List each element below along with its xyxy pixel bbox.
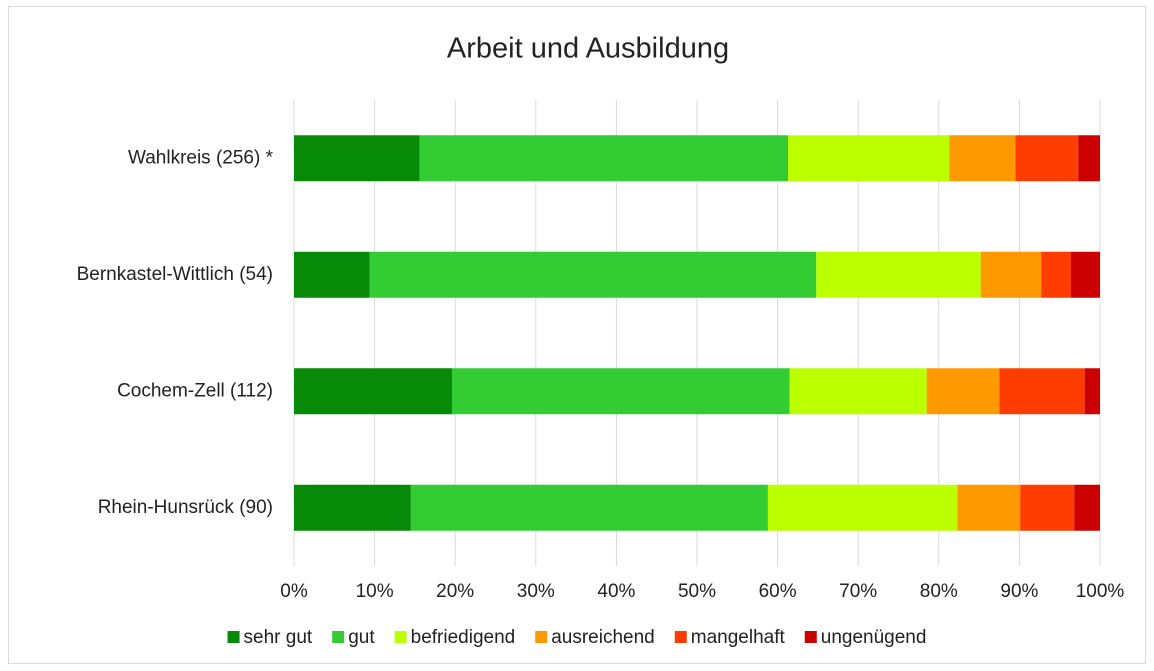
y-tick-label: Wahlkreis (256) * xyxy=(128,147,274,168)
chart-title: Arbeit und Ausbildung xyxy=(447,33,729,65)
bar-segment xyxy=(294,251,370,298)
y-tick-label: Bernkastel-Wittlich (54) xyxy=(77,264,273,285)
bar-segment xyxy=(1015,135,1079,182)
x-tick-label: 0% xyxy=(280,581,308,602)
x-tick-label: 50% xyxy=(678,581,716,602)
x-tick-label: 60% xyxy=(759,581,797,602)
legend-swatch xyxy=(674,631,687,643)
x-tick-label: 10% xyxy=(356,581,394,602)
legend-swatch xyxy=(332,631,345,643)
x-tick-label: 40% xyxy=(597,581,635,602)
bar-segment xyxy=(369,251,817,298)
x-tick-label: 90% xyxy=(1000,581,1038,602)
bar-segment xyxy=(1078,135,1100,182)
bar-segment xyxy=(451,368,790,415)
bar-segment xyxy=(294,135,420,182)
x-tick-label: 30% xyxy=(517,581,555,602)
bar-segment xyxy=(294,368,452,415)
bar-segment xyxy=(816,251,981,298)
bar-segment xyxy=(1084,368,1100,415)
legend-label: ungenügend xyxy=(821,627,927,648)
bar-segment xyxy=(789,368,927,415)
bar-segment xyxy=(1041,251,1071,298)
bar-segment xyxy=(1020,484,1075,531)
bar-segment xyxy=(980,251,1042,298)
legend-label: ausreichend xyxy=(551,627,655,648)
bar-segment xyxy=(926,368,1000,415)
y-tick-label: Rhein-Hunsrück (90) xyxy=(98,497,273,518)
legend-swatch xyxy=(394,631,407,643)
legend-swatch xyxy=(804,631,817,643)
bar-segment xyxy=(419,135,789,182)
x-tick-label: 70% xyxy=(839,581,877,602)
bar-segment xyxy=(949,135,1016,182)
x-tick-label: 100% xyxy=(1076,581,1125,602)
x-tick-label: 20% xyxy=(436,581,474,602)
legend-label: befriedigend xyxy=(411,627,516,648)
legend-label: sehr gut xyxy=(244,627,313,648)
bar-segment xyxy=(1070,251,1100,298)
bar-segment xyxy=(999,368,1085,415)
y-tick-label: Cochem-Zell (112) xyxy=(117,380,273,401)
bar-segment xyxy=(957,484,1021,531)
bar-segment xyxy=(1074,484,1100,531)
bar-segment xyxy=(410,484,768,531)
x-tick-label: 80% xyxy=(920,581,958,602)
legend-swatch xyxy=(227,631,240,643)
legend-label: gut xyxy=(348,627,375,648)
legend-swatch xyxy=(535,631,548,643)
chart-border xyxy=(8,6,1146,664)
bar-segment xyxy=(294,484,411,531)
bar-segment xyxy=(788,135,950,182)
legend-label: mangelhaft xyxy=(691,627,786,648)
bar-segment xyxy=(767,484,958,531)
